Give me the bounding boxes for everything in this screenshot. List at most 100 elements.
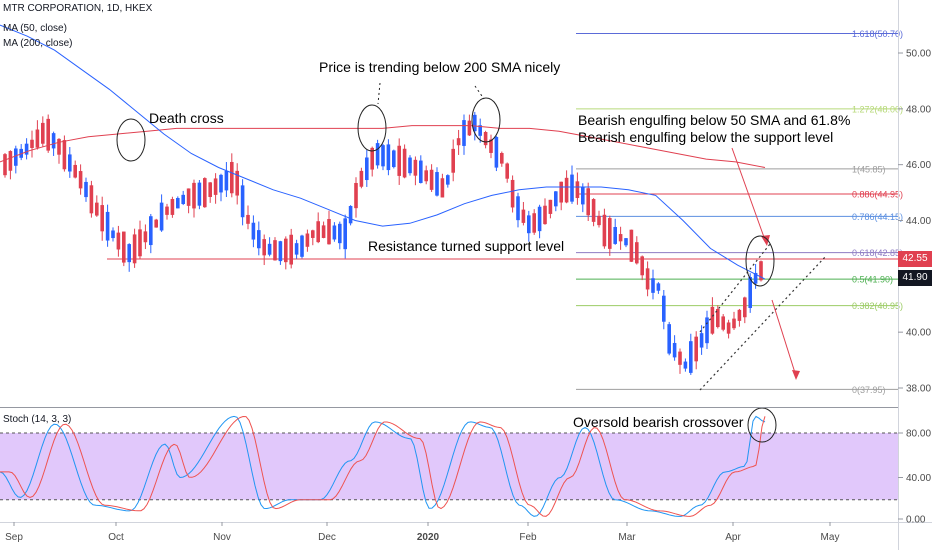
candle-body — [41, 122, 45, 144]
candle-body — [8, 151, 13, 171]
candle-body — [618, 234, 623, 242]
candle-body — [446, 175, 450, 185]
time-tick-label: 2020 — [417, 532, 440, 543]
time-tick-label: Feb — [519, 532, 537, 543]
candle-body — [651, 278, 655, 293]
candle-body — [726, 322, 731, 334]
candle-body — [262, 239, 266, 256]
chart-title: MTR CORPORATION, 1D, HKEX — [3, 3, 153, 14]
candle-body — [699, 333, 704, 348]
candle-body — [338, 223, 342, 244]
candle-body — [138, 229, 142, 257]
candle-body — [721, 316, 725, 330]
candle-body — [246, 214, 250, 224]
candle-body — [62, 140, 67, 170]
candle-body — [510, 179, 515, 208]
candle-body — [478, 125, 482, 136]
candle-body — [143, 231, 148, 243]
candle-body — [24, 143, 29, 155]
candle-body — [289, 234, 293, 265]
candle-body — [564, 177, 569, 203]
candle-body — [548, 199, 553, 214]
fib-level-label: 1(45.85) — [852, 164, 886, 174]
candle-body — [197, 182, 202, 206]
price-tick-label: 40.00 — [906, 328, 931, 339]
candle-body — [667, 324, 671, 354]
candle-body — [51, 133, 56, 149]
stoch-band-fill — [0, 433, 898, 500]
candle-body — [354, 182, 358, 209]
price-tick-label: 48.00 — [906, 104, 931, 115]
time-axis: Sep Oct Nov Dec 2020 Feb Mar Apr May — [5, 522, 839, 543]
annotation-arrow-line — [731, 147, 766, 241]
candle-body — [402, 148, 407, 178]
price-tick-label: 44.00 — [906, 216, 931, 227]
ma50-legend: MA (50, close) — [3, 23, 67, 34]
candle-body — [689, 341, 693, 373]
candle-body — [343, 218, 347, 250]
time-tick-label: Sep — [5, 532, 23, 543]
time-tick-label: Apr — [725, 532, 741, 543]
candle-body — [186, 188, 191, 206]
candle-body — [78, 171, 83, 189]
candle-body — [208, 182, 212, 197]
candle-body — [273, 240, 277, 261]
candle-body — [3, 154, 7, 176]
candle-body — [95, 202, 99, 216]
candle-body — [127, 244, 131, 263]
stoch-axis: 80.00 40.00 0.00 — [898, 429, 931, 526]
candle-body — [737, 309, 742, 321]
candle-body — [591, 199, 596, 222]
candle-body — [381, 145, 385, 167]
candle-body — [467, 120, 472, 136]
candle-body — [532, 213, 536, 233]
candle-body — [489, 139, 493, 153]
time-tick-label: Dec — [318, 532, 336, 543]
candle-body — [316, 221, 320, 243]
pointer-dotted-1 — [377, 82, 381, 105]
candle-body — [224, 170, 229, 191]
annotation-engulfing-2: Bearish engulfing below the support leve… — [578, 129, 833, 145]
candle-body — [46, 118, 50, 151]
candle-body — [240, 185, 245, 218]
candle-body — [608, 218, 612, 249]
candle-body — [257, 230, 261, 249]
candle-body — [570, 174, 574, 202]
candle-body — [554, 191, 558, 207]
price-tick-label: 46.00 — [906, 160, 931, 171]
candle-body — [581, 187, 585, 205]
candle-body — [386, 144, 391, 171]
stoch-k-line — [0, 415, 766, 517]
candlesticks — [3, 111, 763, 375]
candle-body — [419, 160, 423, 183]
stochastic-band — [0, 432, 898, 501]
annotation-support: Resistance turned support level — [368, 238, 564, 254]
candle-body — [251, 222, 256, 240]
candle-body — [294, 243, 299, 255]
candle-body — [575, 181, 580, 199]
stoch-legend: Stoch (14, 3, 3) — [3, 414, 72, 425]
candle-body — [235, 170, 239, 196]
stoch-tick-label: 80.00 — [906, 429, 931, 440]
candle-body — [716, 308, 720, 328]
price-tag-last: 41.90 — [898, 270, 932, 286]
candle-body — [710, 306, 715, 334]
candle-body — [111, 230, 115, 239]
candle-body — [57, 138, 61, 155]
candle-body — [586, 188, 590, 216]
candle-body — [219, 174, 223, 193]
fib-level-label: 0(37.95) — [852, 385, 886, 395]
candle-body — [84, 181, 88, 198]
candle-body — [683, 361, 688, 369]
trend-arrow-line — [771, 299, 797, 377]
sma-test-circle-2 — [471, 97, 501, 143]
candle-body — [527, 215, 531, 234]
annotation-stoch: Oversold bearish crossover — [573, 414, 744, 430]
time-tick-label: Nov — [213, 532, 231, 543]
trend-arrow-head — [792, 370, 800, 380]
candle-body — [284, 238, 288, 263]
candle-body — [392, 150, 396, 168]
sma-test-circle-1 — [357, 104, 387, 152]
death-cross-circle — [116, 118, 146, 162]
